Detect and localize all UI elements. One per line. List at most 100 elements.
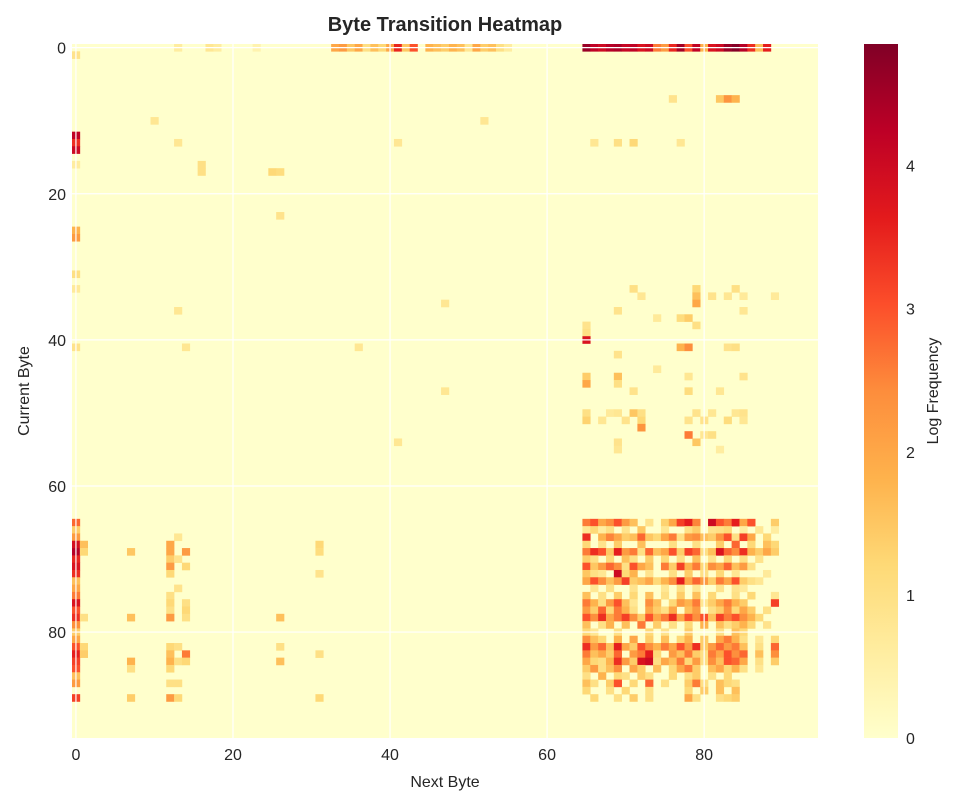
heatmap-cell: [739, 518, 748, 527]
heatmap-cell: [731, 584, 740, 593]
heatmap-cell: [653, 548, 662, 556]
heatmap-cell: [708, 548, 717, 556]
heatmap-cell: [731, 540, 740, 549]
heatmap-cell: [637, 540, 646, 549]
heatmap-cell: [605, 584, 615, 593]
heatmap-cell: [582, 555, 591, 563]
heatmap-cell: [79, 548, 88, 556]
heatmap-cell: [166, 694, 175, 702]
heatmap-cell: [676, 138, 685, 147]
heatmap-cell: [715, 577, 725, 585]
heatmap-cell: [763, 533, 772, 542]
x-tick-label: 40: [381, 747, 399, 764]
x-tick-label: 20: [224, 747, 242, 764]
heatmap-cell: [590, 650, 599, 658]
heatmap-cell: [166, 664, 175, 673]
heatmap-cell: [723, 664, 732, 673]
heatmap-cell: [692, 591, 701, 600]
heatmap-cell: [613, 518, 622, 527]
heatmap-cell: [174, 643, 183, 651]
heatmap-cell: [676, 650, 685, 658]
heatmap-cell: [731, 285, 740, 293]
heatmap-cell: [692, 540, 701, 549]
heatmap-cell: [668, 569, 677, 578]
heatmap-cell: [629, 657, 638, 666]
heatmap-cell: [166, 613, 175, 622]
heatmap-cell: [723, 555, 732, 563]
heatmap-cell: [582, 416, 591, 425]
heatmap-cell: [582, 657, 591, 666]
heatmap-cell: [645, 518, 654, 527]
grid-lines: [72, 44, 818, 738]
heatmap-cell: [723, 548, 732, 556]
heatmap-cell: [731, 577, 740, 585]
heatmap-cell: [723, 577, 732, 585]
heatmap-cell: [715, 387, 725, 395]
heatmap-cell: [582, 548, 591, 556]
heatmap-cell: [645, 562, 654, 571]
heatmap-cell: [770, 591, 780, 600]
heatmap-cell: [645, 569, 654, 578]
heatmap-cell: [668, 606, 677, 615]
heatmap-cell: [629, 533, 638, 542]
heatmap-cell: [276, 212, 285, 220]
heatmap-cell: [684, 672, 693, 680]
heatmap-cell: [708, 657, 717, 666]
heatmap-cell: [715, 95, 725, 103]
heatmap-cell: [731, 533, 740, 542]
heatmap-cell: [181, 606, 191, 615]
heatmap-cell: [166, 591, 175, 600]
heatmap-cell: [613, 643, 622, 651]
heatmap-cell: [684, 635, 693, 644]
heatmap-cell: [708, 613, 717, 622]
heatmap-cell: [621, 621, 630, 629]
heatmap-cell: [621, 548, 630, 556]
y-tick-label: 40: [48, 333, 66, 350]
heatmap-cell: [613, 694, 622, 702]
heatmap-cell: [747, 533, 756, 542]
heatmap-cell: [582, 679, 591, 688]
heatmap-cell: [676, 584, 685, 593]
heatmap-cell: [739, 292, 748, 300]
heatmap-cell: [621, 518, 630, 527]
heatmap-cell: [770, 650, 780, 658]
heatmap-cell: [715, 533, 725, 542]
heatmap-cell: [723, 292, 732, 300]
heatmap-cell: [613, 569, 622, 578]
heatmap-cell: [676, 664, 685, 673]
heatmap-cell: [763, 540, 772, 549]
heatmap-cell: [684, 562, 693, 571]
heatmap-cell: [676, 343, 685, 352]
heatmap-cell: [763, 606, 772, 615]
heatmap-cell: [676, 562, 685, 571]
heatmap-cell: [653, 613, 662, 622]
heatmap-cell: [739, 584, 748, 593]
heatmap-cell: [668, 518, 677, 527]
heatmap-cell: [723, 526, 732, 534]
heatmap-cell: [598, 548, 607, 556]
heatmap-cell: [629, 562, 638, 571]
heatmap-cell: [166, 562, 175, 571]
heatmap-cell: [613, 577, 622, 585]
heatmap-cell: [770, 643, 780, 651]
heatmap-cell: [739, 577, 748, 585]
heatmap-cell: [629, 548, 638, 556]
heatmap-cell: [731, 606, 740, 615]
heatmap-cell: [590, 555, 599, 563]
heatmap-cell: [613, 606, 622, 615]
heatmap-cell: [723, 672, 732, 680]
heatmap-cell: [731, 643, 740, 651]
x-tick-label: 80: [695, 747, 713, 764]
heatmap-cell: [653, 314, 662, 322]
heatmap-cell: [645, 679, 654, 688]
y-axis-label: Current Byte: [16, 346, 33, 436]
heatmap-cell: [692, 679, 701, 688]
heatmap-cell: [676, 613, 685, 622]
heatmap-cell: [739, 548, 748, 556]
heatmap-cell: [684, 526, 693, 534]
heatmap-cell: [715, 606, 725, 615]
heatmap-cell: [731, 95, 740, 103]
heatmap-cell: [739, 599, 748, 607]
heatmap-cell: [653, 599, 662, 607]
heatmap-cell: [684, 657, 693, 666]
